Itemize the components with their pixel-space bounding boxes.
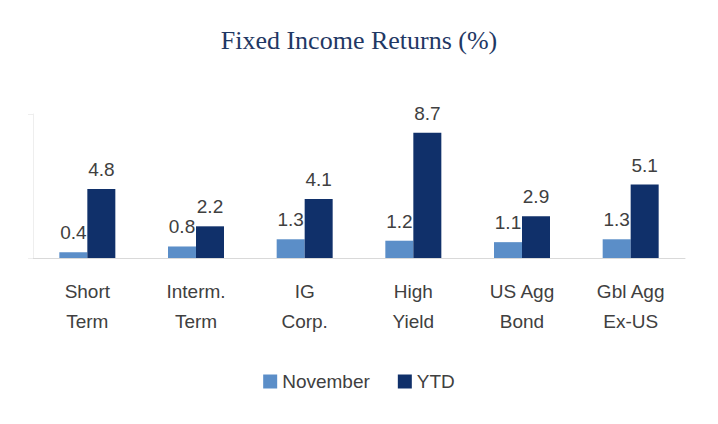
- svg-text:Bond: Bond: [500, 311, 544, 332]
- svg-text:YTD: YTD: [417, 371, 455, 392]
- svg-text:Term: Term: [175, 311, 217, 332]
- svg-text:Term: Term: [66, 311, 108, 332]
- svg-text:1.3: 1.3: [603, 209, 629, 230]
- svg-text:0.8: 0.8: [169, 216, 195, 237]
- svg-text:Gbl Agg: Gbl Agg: [597, 281, 665, 302]
- svg-text:US Agg: US Agg: [490, 281, 554, 302]
- svg-text:Yield: Yield: [393, 311, 435, 332]
- svg-text:Corp.: Corp.: [281, 311, 327, 332]
- svg-text:4.1: 4.1: [305, 169, 331, 190]
- svg-text:Short: Short: [65, 281, 111, 302]
- svg-text:8.7: 8.7: [414, 103, 440, 124]
- svg-text:Ex-US: Ex-US: [603, 311, 658, 332]
- svg-text:4.8: 4.8: [88, 159, 114, 180]
- svg-text:November: November: [282, 371, 370, 392]
- svg-text:5.1: 5.1: [631, 155, 657, 176]
- svg-text:IG: IG: [295, 281, 315, 302]
- svg-text:1.2: 1.2: [386, 211, 412, 232]
- svg-text:1.3: 1.3: [277, 209, 303, 230]
- svg-text:2.9: 2.9: [523, 186, 549, 207]
- svg-text:2.2: 2.2: [197, 196, 223, 217]
- svg-text:High: High: [394, 281, 433, 302]
- svg-text:Interm.: Interm.: [166, 281, 225, 302]
- svg-text:Fixed Income Returns (%): Fixed Income Returns (%): [221, 26, 498, 55]
- svg-text:1.1: 1.1: [495, 212, 521, 233]
- svg-text:0.4: 0.4: [60, 222, 87, 243]
